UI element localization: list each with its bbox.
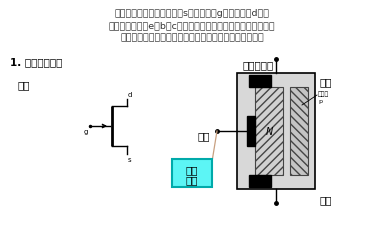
Text: 场效应管有三个极：源极（s）、栅极（g）、漏极（d），: 场效应管有三个极：源极（s）、栅极（g）、漏极（d）， [114, 9, 270, 18]
Text: g: g [84, 128, 88, 134]
Bar [249, 175, 271, 187]
Bar [237, 74, 315, 189]
Text: 栅极: 栅极 [197, 131, 210, 140]
Text: 耗尽层: 耗尽层 [318, 91, 329, 96]
Text: s: s [128, 156, 132, 162]
Bar [172, 159, 212, 187]
Text: 符号: 符号 [18, 80, 30, 90]
Text: 1. 结型场效应管: 1. 结型场效应管 [10, 57, 62, 67]
Text: p: p [318, 98, 322, 103]
Bar [255, 88, 283, 175]
Text: d: d [128, 92, 132, 97]
Bar [249, 76, 271, 88]
Text: 导电: 导电 [186, 164, 198, 174]
Text: 可变电阻区，对应于晶体管的截止区、放大区、饱和区。: 可变电阻区，对应于晶体管的截止区、放大区、饱和区。 [120, 33, 264, 42]
Text: 结构示意图: 结构示意图 [242, 60, 274, 70]
Bar [247, 116, 255, 146]
Text: 源极: 源极 [319, 194, 331, 204]
Text: 沟道: 沟道 [186, 174, 198, 184]
Text: N: N [265, 126, 273, 137]
Text: 漏极: 漏极 [319, 77, 331, 87]
Bar [290, 88, 308, 175]
Text: 对应于晶体管的e、b、c；有三个工作区域：截止区、恒流区、: 对应于晶体管的e、b、c；有三个工作区域：截止区、恒流区、 [109, 21, 275, 30]
